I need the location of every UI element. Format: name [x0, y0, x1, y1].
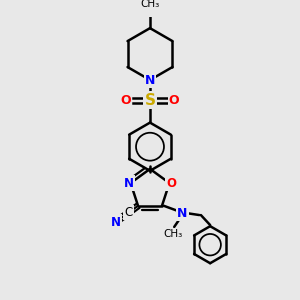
Text: N: N: [110, 216, 121, 229]
Text: S: S: [145, 93, 155, 108]
Text: CH₃: CH₃: [140, 0, 160, 9]
Text: O: O: [169, 94, 179, 107]
Text: O: O: [166, 176, 176, 190]
Text: CH₃: CH₃: [164, 229, 183, 238]
Text: N: N: [177, 207, 188, 220]
Text: N: N: [124, 176, 134, 190]
Text: O: O: [121, 94, 131, 107]
Text: N: N: [145, 74, 155, 86]
Text: C: C: [124, 206, 133, 219]
